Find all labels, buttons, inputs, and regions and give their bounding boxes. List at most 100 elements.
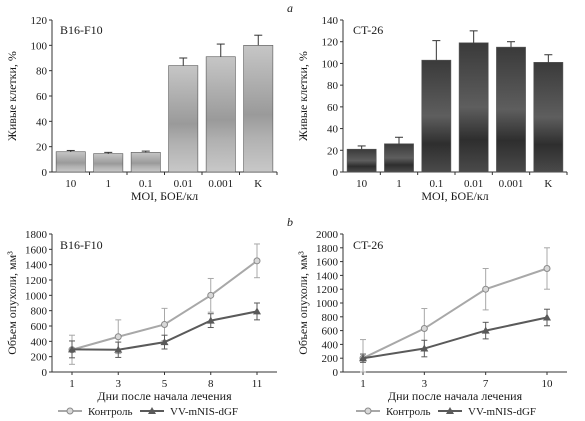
bar-0.001 xyxy=(496,46,526,173)
legend-control-label: Контроль xyxy=(88,406,132,418)
x-tick-label: K xyxy=(254,178,262,190)
y-tick-label: 1400 xyxy=(25,260,48,272)
y-tick-label: 1000 xyxy=(25,290,48,302)
series-vv-mnis-dgf-point xyxy=(68,345,76,353)
panel-label-a: a xyxy=(287,1,293,15)
x-axis-label: MOI, БОЕ/кл xyxy=(131,189,198,203)
y-tick-label: 800 xyxy=(322,312,339,324)
y-tick-label: 1000 xyxy=(316,298,339,310)
series-vv-mnis-dgf-line xyxy=(362,316,548,360)
legend-control-marker-2 xyxy=(364,407,372,415)
y-tick-label: 40 xyxy=(327,124,339,136)
y-tick-label: 120 xyxy=(322,37,339,49)
x-tick-label: 0.001 xyxy=(208,178,233,190)
bar-0.1 xyxy=(421,59,452,173)
series-vv-mnis-dgf-point xyxy=(359,354,367,362)
bar-0.01 xyxy=(458,42,489,173)
bar-0.1 xyxy=(130,152,161,173)
y-tick-label: 0 xyxy=(333,167,339,179)
x-tick-label: 1 xyxy=(106,178,112,190)
series-control-point xyxy=(482,285,490,293)
y-tick-label: 80 xyxy=(327,80,339,92)
legend-treated-marker-2 xyxy=(446,407,454,414)
y-tick-label: 100 xyxy=(322,58,339,70)
chart-ct26-viability: 0 20 40 60 80 100 120 140 CT-26 Живые клетки, % MO… xyxy=(296,15,568,203)
x-tick-label: 8 xyxy=(208,378,214,390)
bar-0.001 xyxy=(205,56,236,173)
bar-K xyxy=(533,62,564,173)
x-tick-label: 10 xyxy=(356,178,368,190)
chart-b16-tumor-volume: 0 200 400 600 800 1000 1200 1400 1600 1800 B16-F10… xyxy=(5,229,277,403)
legend-left: Контроль VV-mNIS-dGF xyxy=(58,406,238,418)
y-axis-label: Живые клетки, % xyxy=(5,51,19,141)
y-tick-label: 1600 xyxy=(25,244,48,256)
chart-b16-viability: 0 20 40 60 80 100 120 B16-F10 Живые клетки, % MOI… xyxy=(5,15,278,203)
x-tick-label: 3 xyxy=(116,378,122,390)
y-tick-label: 600 xyxy=(322,326,339,338)
x-tick-label: 0.001 xyxy=(499,178,524,190)
series-vv-mnis-dgf-point xyxy=(206,316,215,324)
x-tick-label: 1 xyxy=(396,178,402,190)
series-vv-mnis-dgf-point xyxy=(253,307,261,315)
y-tick-label: 40 xyxy=(36,116,48,128)
y-tick-label: 400 xyxy=(31,336,48,348)
y-tick-label: 60 xyxy=(327,102,339,114)
y-tick-label: 0 xyxy=(42,367,48,379)
series-control-point xyxy=(420,325,428,333)
x-tick-label: 1 xyxy=(69,378,75,390)
x-tick-label: 7 xyxy=(483,378,489,390)
x-tick-label: 1 xyxy=(360,378,366,390)
series-control-point xyxy=(161,320,168,328)
y-tick-label: 800 xyxy=(31,306,48,318)
y-tick-label: 1200 xyxy=(316,284,339,296)
y-tick-label: 120 xyxy=(31,15,48,27)
y-tick-label: 1200 xyxy=(25,275,48,287)
series-vv-mnis-dgf-point xyxy=(481,326,490,334)
series-vv-mnis-dgf-point xyxy=(420,344,429,352)
chart-title: CT-26 xyxy=(353,238,383,252)
y-tick-label: 20 xyxy=(36,142,48,154)
series-control-point xyxy=(114,333,122,341)
y-tick-label: 0 xyxy=(42,167,48,179)
series-control-point xyxy=(253,257,261,265)
legend-treated-label-2: VV-mNIS-dGF xyxy=(468,406,536,418)
panel-label-b: b xyxy=(287,215,293,229)
legend-treated-label: VV-mNIS-dGF xyxy=(170,406,238,418)
bar-0.01 xyxy=(168,65,199,173)
y-tick-label: 60 xyxy=(36,91,48,103)
legend-treated-marker xyxy=(148,407,156,414)
legend-control-label-2: Контроль xyxy=(386,406,430,418)
bar-10 xyxy=(346,148,377,173)
bar-10 xyxy=(55,151,86,173)
y-tick-label: 1800 xyxy=(316,243,339,255)
x-tick-label: 3 xyxy=(422,378,428,390)
y-tick-label: 1800 xyxy=(25,229,48,241)
x-tick-label: 5 xyxy=(162,378,168,390)
y-tick-label: 100 xyxy=(31,40,48,52)
x-tick-label: 10 xyxy=(65,178,77,190)
y-tick-label: 200 xyxy=(322,353,339,365)
y-tick-label: 140 xyxy=(322,15,339,27)
x-axis-label: Дни после начала лечения xyxy=(388,389,523,403)
y-tick-label: 200 xyxy=(31,352,48,364)
legend-control-marker xyxy=(66,407,74,415)
series-control-point xyxy=(207,291,215,299)
y-axis-label: Объем опухоли, мм³ xyxy=(5,251,19,355)
x-tick-label: 10 xyxy=(542,378,554,390)
x-axis-label: Дни после начала лечения xyxy=(97,389,232,403)
y-tick-label: 20 xyxy=(327,145,339,157)
chart-title: B16-F10 xyxy=(60,23,103,37)
y-tick-label: 400 xyxy=(322,339,339,351)
x-tick-label: 0.01 xyxy=(464,178,483,190)
series-vv-mnis-dgf-point xyxy=(543,313,551,321)
y-axis-label: Живые клетки, % xyxy=(296,51,310,141)
y-tick-label: 600 xyxy=(31,321,48,333)
x-axis-label: MOI, БОЕ/кл xyxy=(421,189,488,203)
y-tick-label: 2000 xyxy=(316,229,339,241)
y-tick-label: 0 xyxy=(333,367,339,379)
x-tick-label: K xyxy=(544,178,552,190)
bar-1 xyxy=(384,143,414,173)
series-control-line xyxy=(362,267,548,360)
